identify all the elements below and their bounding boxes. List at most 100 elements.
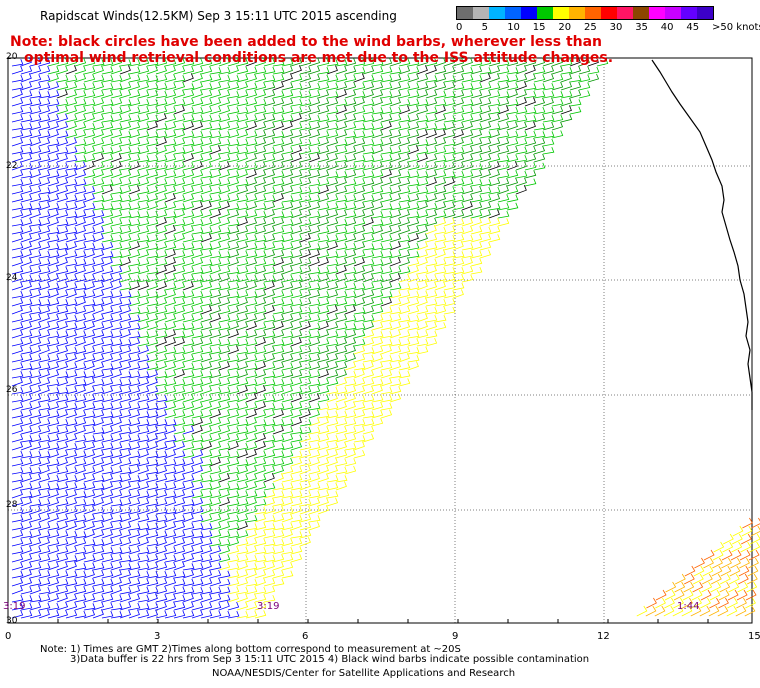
- wind-barb: [488, 113, 501, 123]
- wind-barb: [254, 401, 266, 411]
- wind-barb: [479, 201, 492, 211]
- wind-barb: [164, 257, 176, 267]
- wind-barb: [119, 338, 132, 347]
- legend-label: 45: [686, 22, 700, 33]
- wind-barb: [20, 435, 33, 443]
- wind-barb: [443, 234, 456, 243]
- wind-barb: [739, 549, 751, 561]
- wind-barb: [335, 186, 348, 195]
- wind-barb: [299, 138, 312, 147]
- wind-barb: [344, 66, 357, 75]
- wind-barb: [272, 226, 285, 235]
- wind-barb: [425, 122, 438, 131]
- wind-barb: [371, 314, 384, 323]
- wind-barb: [290, 266, 303, 275]
- wind-barb: [254, 89, 267, 99]
- legend-labels: 0 5 10 15 20 25 30 35 40 45 >50 knots: [456, 20, 760, 34]
- wind-barb: [29, 578, 42, 587]
- wind-barb: [56, 371, 69, 379]
- wind-barb: [110, 57, 123, 67]
- wind-barb: [218, 489, 230, 499]
- wind-barb: [380, 58, 393, 67]
- wind-barb: [353, 425, 365, 435]
- wind-barb: [29, 161, 42, 171]
- wind-barb: [218, 251, 231, 259]
- wind-barb: [128, 258, 141, 267]
- wind-barb: [119, 467, 132, 475]
- wind-barb: [281, 234, 294, 243]
- wind-barb: [110, 378, 123, 387]
- wind-barb: [146, 162, 159, 171]
- wind-barb: [137, 481, 150, 491]
- wind-barb: [20, 57, 32, 67]
- wind-barb: [281, 394, 294, 403]
- wind-barb: [110, 338, 123, 347]
- wind-barb: [20, 506, 33, 515]
- wind-barb: [701, 581, 713, 593]
- wind-barb: [182, 586, 195, 595]
- wind-barb: [461, 99, 474, 107]
- wind-barb: [371, 306, 384, 315]
- wind-barb: [254, 538, 267, 547]
- wind-barb: [254, 354, 267, 363]
- wind-barb: [47, 610, 60, 619]
- wind-barb: [281, 210, 294, 219]
- wind-barb: [191, 257, 204, 267]
- wind-barb: [479, 67, 492, 75]
- wind-barb: [416, 321, 428, 331]
- wind-barb: [128, 393, 141, 403]
- wind-barb: [137, 562, 150, 571]
- wind-barb: [110, 306, 123, 315]
- wind-barb: [155, 154, 168, 163]
- wind-barb: [182, 298, 195, 307]
- wind-barb: [92, 562, 105, 571]
- wind-barb: [137, 113, 150, 123]
- wind-barb: [83, 410, 96, 419]
- wind-barb: [326, 266, 339, 275]
- wind-barb: [137, 81, 150, 91]
- wind-barb: [191, 449, 204, 459]
- wind-barb: [128, 538, 141, 547]
- wind-barb: [92, 242, 105, 251]
- wind-barb: [155, 123, 168, 131]
- map-title: Rapidscat Winds(12.5KM) Sep 3 15:11 UTC …: [40, 9, 397, 23]
- wind-barb: [20, 337, 33, 347]
- wind-barb: [326, 393, 338, 403]
- wind-barb: [101, 281, 114, 291]
- wind-barb: [317, 185, 329, 195]
- wind-barb: [290, 361, 302, 371]
- wind-barb: [569, 89, 582, 99]
- wind-barb: [506, 170, 519, 179]
- wind-barb: [209, 123, 222, 131]
- wind-barb: [164, 82, 177, 91]
- wind-barb: [416, 139, 429, 147]
- wind-barb: [425, 146, 438, 155]
- wind-barb: [245, 563, 258, 571]
- wind-barb: [299, 370, 312, 379]
- wind-barb: [569, 57, 581, 67]
- wind-barb: [164, 497, 177, 507]
- wind-barb: [290, 546, 303, 555]
- wind-barb: [182, 145, 195, 155]
- wind-barb: [110, 585, 122, 595]
- wind-barb: [416, 306, 429, 315]
- wind-barb: [47, 81, 60, 91]
- wind-barb: [682, 589, 694, 601]
- wind-barb: [236, 538, 249, 547]
- wind-barb: [326, 209, 339, 219]
- wind-barb: [335, 121, 348, 131]
- wind-barb: [344, 226, 357, 235]
- wind-barb: [654, 605, 666, 617]
- wind-barb: [434, 274, 447, 283]
- wind-barb: [702, 573, 713, 585]
- wind-barb: [182, 409, 195, 419]
- wind-barb: [47, 105, 60, 115]
- wind-barb: [245, 226, 258, 235]
- wind-barb: [146, 251, 159, 259]
- wind-barb: [56, 457, 68, 467]
- wind-barb: [245, 306, 258, 315]
- wind-barb: [119, 490, 132, 499]
- wind-barb: [47, 489, 59, 499]
- wind-barb: [371, 418, 384, 427]
- wind-barb: [263, 66, 276, 75]
